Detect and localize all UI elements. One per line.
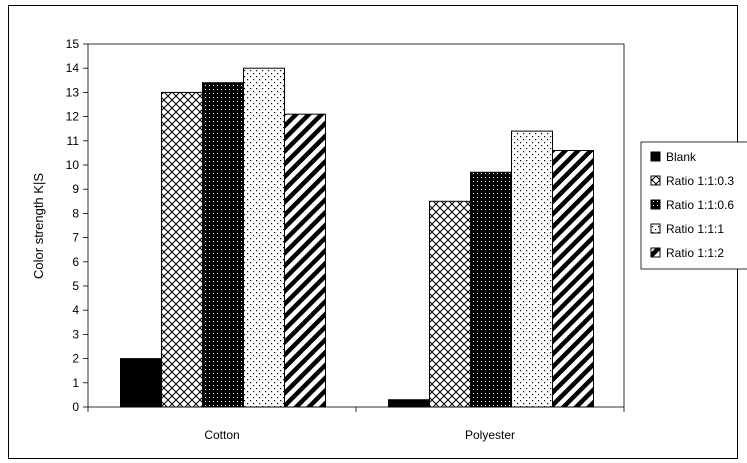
legend-swatch [650, 223, 661, 234]
y-tick-label: 5 [72, 279, 79, 293]
legend-swatch [650, 247, 661, 258]
legend-label: Ratio 1:1:0.3 [666, 174, 734, 188]
legend-label: Ratio 1:1:2 [666, 246, 724, 260]
y-tick-label: 12 [66, 110, 80, 124]
bar-cotton-series-4 [243, 67, 285, 408]
y-tick-label: 0 [72, 400, 79, 414]
x-category-label: Cotton [204, 428, 239, 442]
y-tick-label: 14 [66, 61, 80, 75]
bar-cotton-series-3 [202, 82, 244, 408]
bar-polyester-series-2 [429, 200, 471, 408]
y-tick-label: 10 [66, 158, 80, 172]
legend-label: Ratio 1:1:0.6 [666, 198, 734, 212]
legend: Blank Ratio 1:1:0.3 Ratio 1:1:0.6 Ratio 1:1… [650, 150, 734, 260]
bar-polyester-series-3 [470, 171, 512, 408]
legend-label: Ratio 1:1:1 [666, 222, 724, 236]
y-tick-label: 11 [67, 134, 80, 148]
y-tick-label: 4 [72, 303, 79, 317]
x-axis: Cotton Polyester [87, 407, 625, 442]
bar-polyester-series-4 [511, 130, 553, 408]
y-tick-label: 2 [72, 352, 79, 366]
legend-swatch [650, 175, 661, 186]
y-tick-label: 8 [72, 206, 79, 220]
bar-cotton-series-2 [161, 91, 203, 408]
bar-cotton-series-1 [120, 358, 162, 408]
legend-swatch [650, 199, 661, 210]
legend-swatch [650, 151, 661, 162]
bars [120, 67, 594, 408]
x-category-label: Polyester [465, 428, 515, 442]
y-tick-label: 13 [66, 85, 80, 99]
y-axis-label: Color strength K|S [31, 173, 46, 279]
legend-label: Blank [666, 150, 697, 164]
y-tick-label: 9 [72, 182, 79, 196]
y-tick-label: 1 [72, 376, 79, 390]
y-tick-label: 3 [72, 327, 79, 341]
bar-polyester-series-5 [552, 149, 594, 408]
bar-polyester-series-1 [388, 399, 430, 408]
y-tick-label: 7 [72, 231, 79, 245]
y-tick-label: 15 [66, 37, 80, 51]
bar-cotton-series-5 [284, 113, 326, 408]
y-tick-label: 6 [72, 255, 79, 269]
